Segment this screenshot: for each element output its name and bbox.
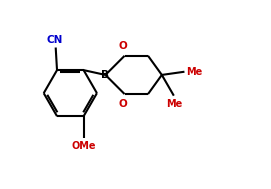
Text: O: O xyxy=(119,99,128,109)
Text: Me: Me xyxy=(166,99,182,109)
Text: OMe: OMe xyxy=(71,141,96,151)
Text: O: O xyxy=(119,41,128,51)
Text: CN: CN xyxy=(46,35,63,45)
Text: B: B xyxy=(101,70,109,80)
Text: Me: Me xyxy=(186,67,203,77)
